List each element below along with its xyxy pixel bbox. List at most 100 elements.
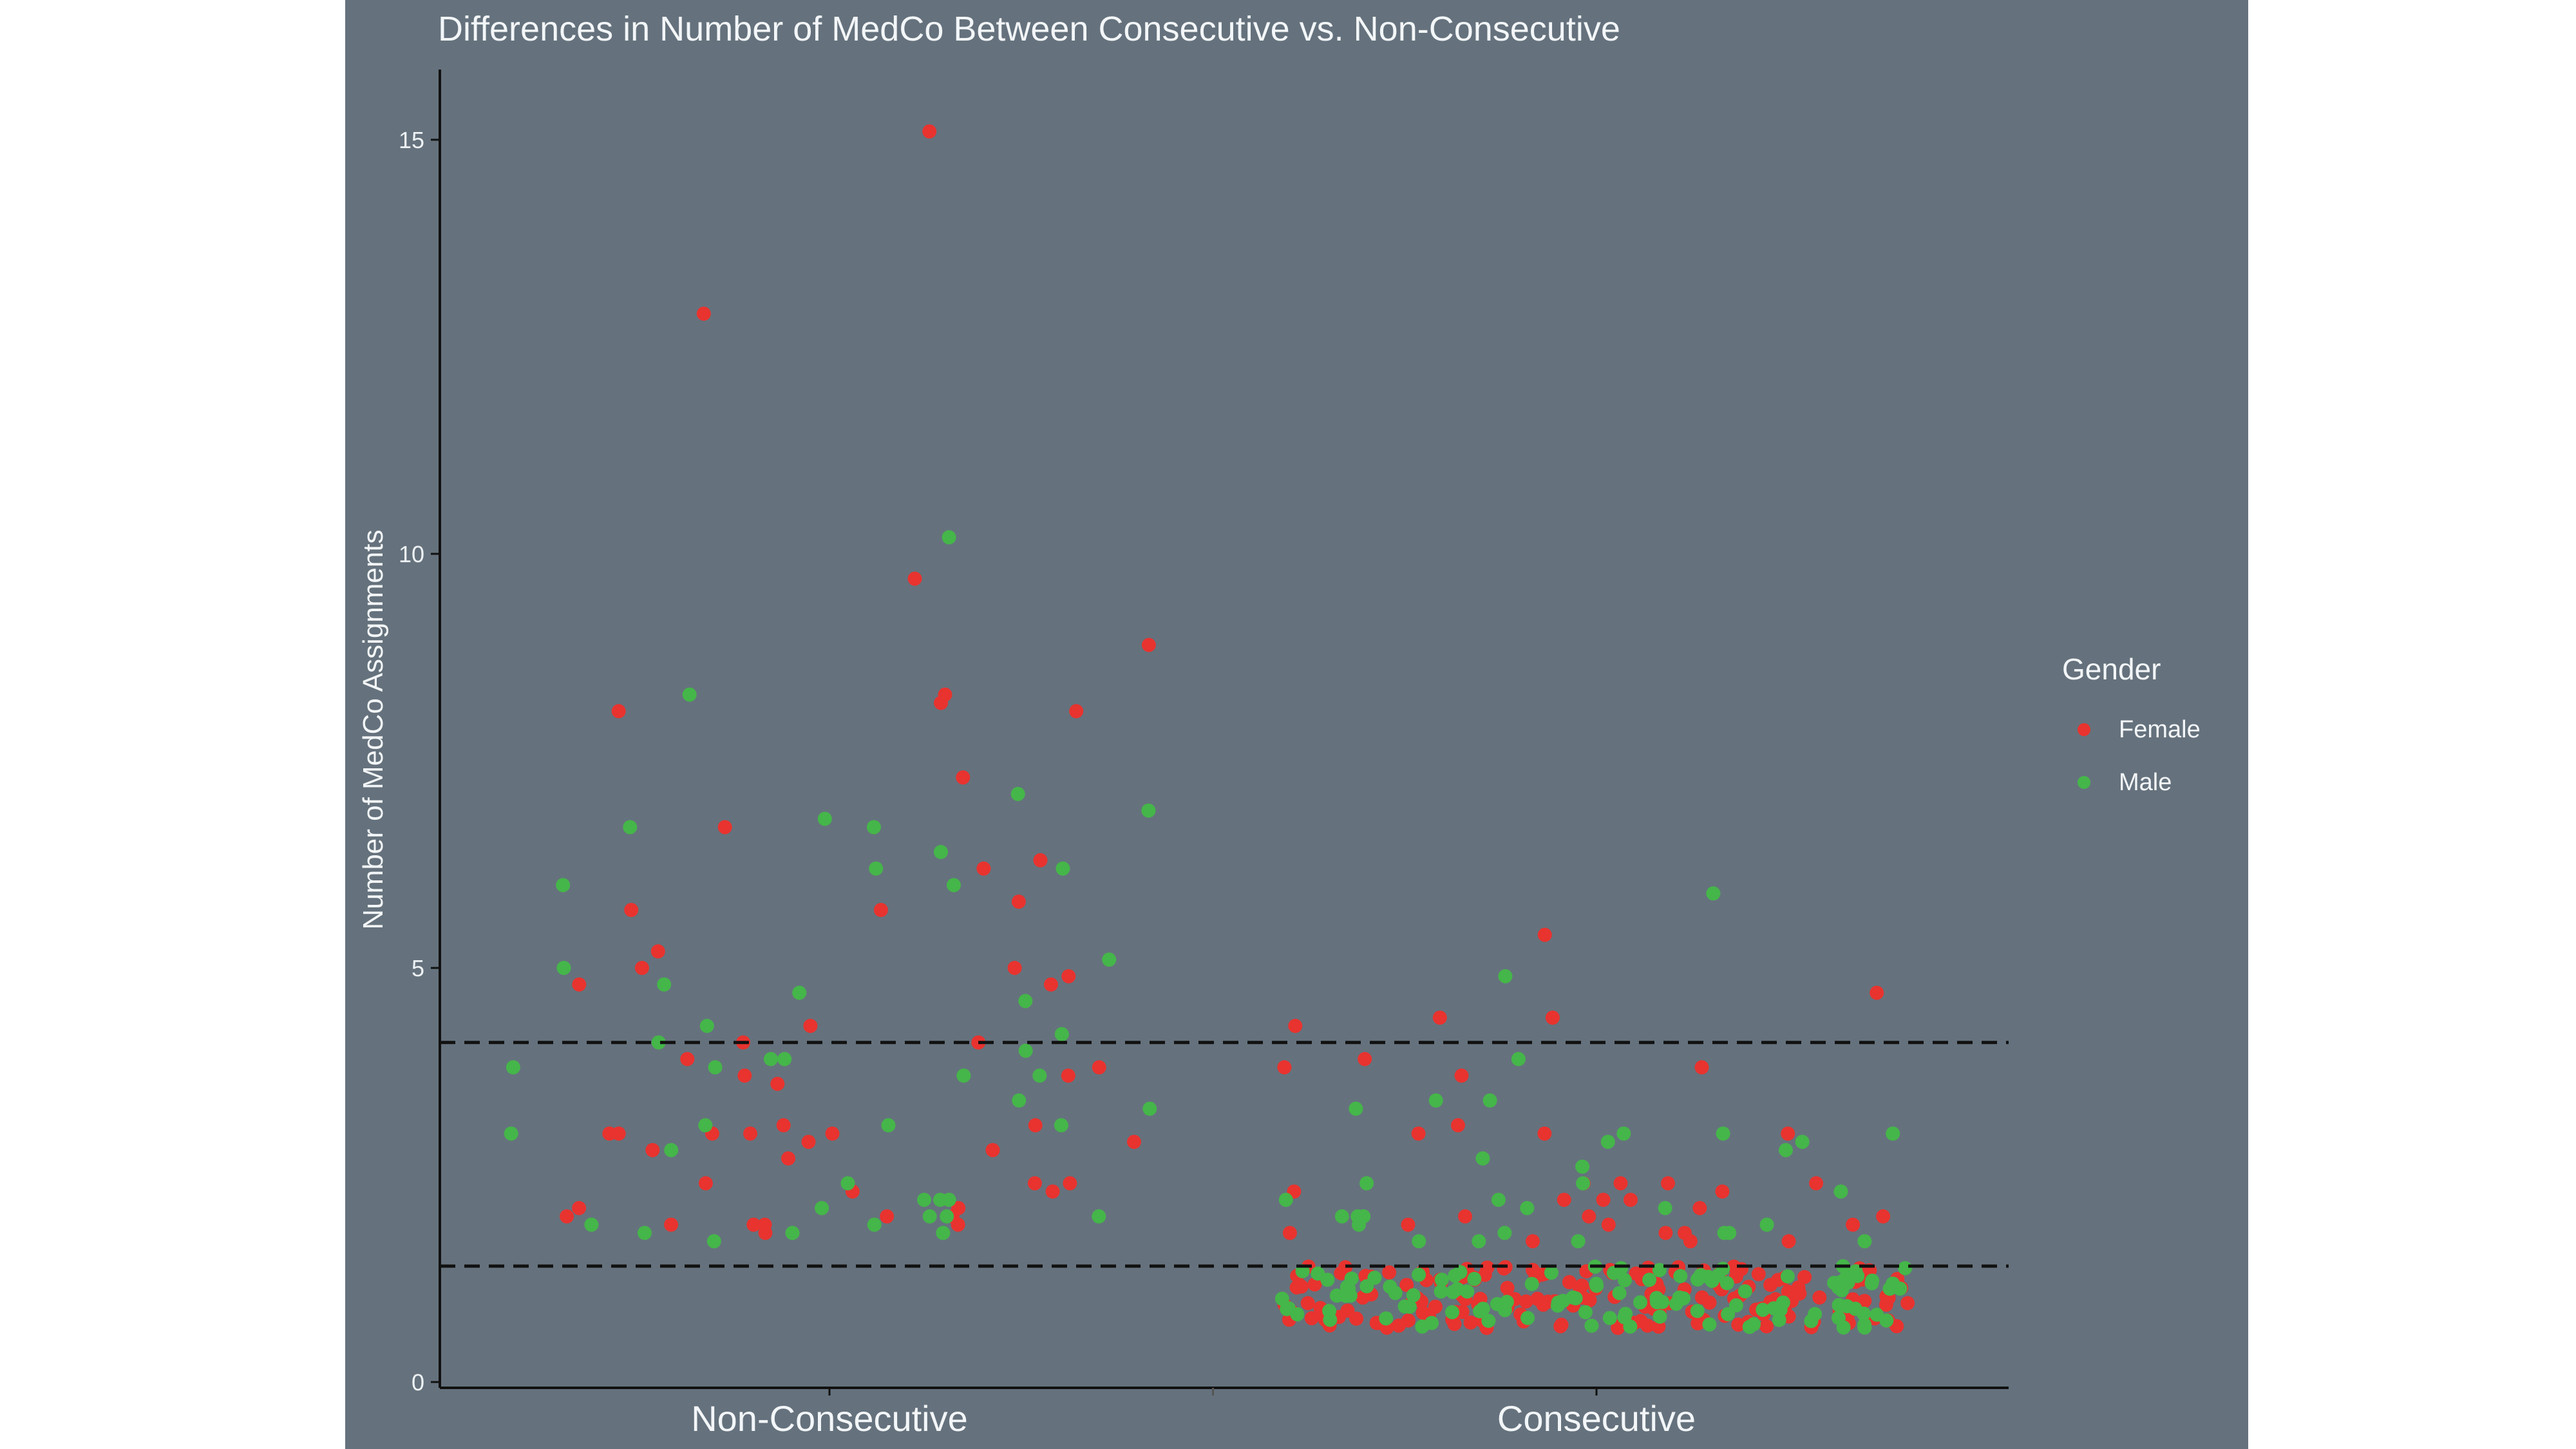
data-point-male [1633, 1295, 1647, 1310]
data-point-male [1832, 1298, 1846, 1312]
data-point-male [1728, 1298, 1743, 1312]
data-point-male [1673, 1269, 1688, 1283]
data-point-male [1602, 1311, 1617, 1325]
data-point-male [1311, 1266, 1325, 1281]
data-point-male [1589, 1278, 1604, 1293]
data-point-male [1460, 1284, 1475, 1299]
legend-label-male: Male [2119, 768, 2172, 796]
data-point-male [1467, 1271, 1482, 1286]
data-point-female [1781, 1234, 1796, 1249]
data-point-female [1751, 1267, 1766, 1282]
data-point-male [785, 1226, 800, 1240]
data-point-male [1705, 1274, 1719, 1288]
data-point-male [1616, 1126, 1631, 1141]
data-point-female [560, 1209, 574, 1224]
data-point-male [1334, 1209, 1349, 1224]
data-point-male [699, 1019, 714, 1033]
data-point-male [1779, 1142, 1793, 1157]
data-point-male [1054, 1027, 1069, 1041]
chart-title: Differences in Number of MedCo Between C… [438, 10, 1620, 48]
data-point-female [743, 1126, 757, 1141]
data-point-female [1392, 1318, 1406, 1333]
legend-item-male: Male [2062, 756, 2201, 809]
data-point-female [1846, 1217, 1861, 1232]
data-point-female [1557, 1193, 1571, 1208]
data-point-female [1562, 1274, 1577, 1289]
data-point-male [1295, 1264, 1310, 1278]
y-axis-label: Number of MedCo Assignments [357, 529, 389, 930]
data-point-female [1011, 895, 1026, 909]
data-point-female [801, 1135, 816, 1150]
data-point-female [1028, 1118, 1043, 1133]
data-point-female [1069, 704, 1084, 719]
legend-title: Gender [2062, 652, 2161, 686]
data-point-female [1294, 1279, 1309, 1294]
data-point-male [1322, 1303, 1337, 1318]
data-point-male [1690, 1303, 1705, 1318]
data-point-female [1497, 1261, 1511, 1276]
data-point-male [698, 1118, 713, 1133]
data-point-male [1738, 1284, 1752, 1299]
data-point-male [1412, 1267, 1426, 1282]
data-point-male [1886, 1126, 1900, 1141]
data-point-male [1886, 1276, 1900, 1291]
data-point-female [1061, 1068, 1075, 1083]
data-point-female [956, 770, 971, 785]
data-point-female [825, 1126, 840, 1141]
data-point-male [815, 1200, 829, 1215]
data-point-male [1339, 1289, 1354, 1303]
data-point-male [1445, 1305, 1459, 1320]
data-point-female [1340, 1303, 1355, 1318]
data-point-male [956, 1068, 971, 1083]
data-point-male [708, 1060, 723, 1075]
data-point-female [1900, 1296, 1915, 1311]
data-point-male [1776, 1295, 1790, 1310]
data-point-male [657, 977, 672, 992]
data-point-male [1472, 1234, 1486, 1249]
data-point-male [1617, 1310, 1632, 1325]
data-point-male [682, 687, 697, 702]
data-point-male [1618, 1273, 1632, 1287]
data-point-female [1545, 1010, 1560, 1025]
data-point-female [1694, 1060, 1709, 1075]
data-point-female [873, 903, 888, 917]
data-point-female [1307, 1277, 1322, 1292]
data-point-male [584, 1217, 599, 1232]
data-point-male [1658, 1200, 1672, 1215]
data-point-male [1857, 1318, 1872, 1332]
data-point-female [1007, 961, 1022, 975]
data-point-female [1027, 1176, 1042, 1191]
data-point-female [1300, 1296, 1315, 1311]
data-point-male [1652, 1263, 1667, 1278]
data-point-female [1870, 985, 1884, 1000]
scatter-chart: 0 5 10 15 Non-Consecutive Consecutive [399, 70, 2009, 1439]
data-point-male [1856, 1306, 1871, 1321]
data-point-female [645, 1142, 660, 1157]
data-point-male [1032, 1068, 1047, 1083]
data-point-female [1797, 1270, 1812, 1284]
data-point-male [1141, 803, 1156, 818]
data-point-female [934, 696, 949, 710]
data-point-female [1809, 1176, 1824, 1191]
data-point-female [602, 1126, 617, 1141]
data-point-female [746, 1217, 761, 1232]
data-point-male [1282, 1301, 1296, 1316]
data-point-female [1624, 1193, 1638, 1208]
y-tick-label: 10 [399, 541, 424, 567]
data-point-female [1063, 1176, 1077, 1191]
data-point-female [922, 124, 937, 139]
data-point-female [1141, 638, 1156, 652]
legend-key-female [2078, 723, 2090, 736]
data-point-male [1497, 1226, 1512, 1240]
data-point-male [1473, 1304, 1487, 1319]
data-point-male [1524, 1276, 1539, 1291]
data-point-female [1458, 1209, 1472, 1224]
data-point-male [1827, 1276, 1841, 1291]
data-point-male [922, 1209, 937, 1224]
data-point-male [1018, 1043, 1033, 1058]
data-point-female [1683, 1234, 1698, 1249]
data-point-male [1482, 1093, 1497, 1108]
data-point-male [1383, 1279, 1397, 1294]
data-point-male [1446, 1285, 1461, 1300]
x-tick-label: Consecutive [1497, 1398, 1696, 1439]
